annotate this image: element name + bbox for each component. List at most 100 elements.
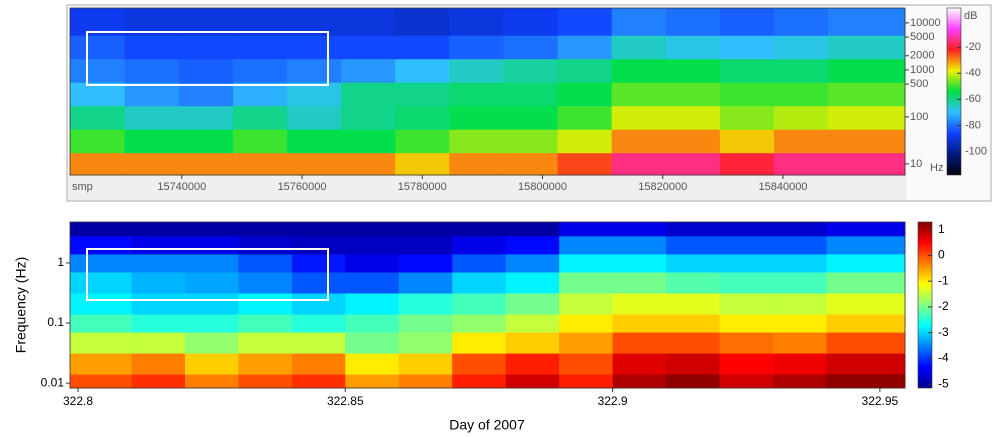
cell xyxy=(503,129,559,154)
cell xyxy=(505,353,560,375)
cell xyxy=(666,222,721,237)
cell xyxy=(557,8,613,36)
cell xyxy=(826,253,906,273)
cell xyxy=(719,374,774,389)
cell xyxy=(124,105,180,130)
cell xyxy=(70,374,132,389)
cell xyxy=(131,353,186,375)
x-tick-label: 15840000 xyxy=(758,181,807,193)
cell xyxy=(666,353,721,375)
cell xyxy=(612,332,667,354)
cell xyxy=(505,222,560,237)
colorbar-tick-label: 1 xyxy=(938,222,945,236)
cell xyxy=(184,235,239,255)
cell xyxy=(612,374,667,389)
cell xyxy=(666,374,721,389)
cell xyxy=(287,152,342,176)
cell xyxy=(828,58,906,83)
cell xyxy=(398,313,453,333)
cell xyxy=(719,253,774,273)
cell xyxy=(772,313,827,333)
cell xyxy=(398,271,453,294)
cell xyxy=(611,129,667,154)
cell xyxy=(178,152,234,176)
x-label: smp xyxy=(72,181,93,193)
cell xyxy=(184,222,239,237)
cell xyxy=(826,332,906,354)
cell xyxy=(345,235,400,255)
cell xyxy=(826,353,906,375)
cell xyxy=(238,271,293,294)
cell xyxy=(398,353,453,375)
x-tick-label: 15820000 xyxy=(638,181,687,193)
cell xyxy=(772,235,827,255)
cell xyxy=(719,313,774,333)
cell xyxy=(184,332,239,354)
cell xyxy=(70,332,132,354)
cell xyxy=(826,235,906,255)
y-tick-label: 10000 xyxy=(910,17,941,29)
cell xyxy=(449,105,504,130)
cell xyxy=(452,235,507,255)
cell xyxy=(449,8,504,36)
cell xyxy=(773,152,829,176)
cell xyxy=(559,235,614,255)
x-tick-label: 15780000 xyxy=(398,181,447,193)
cell xyxy=(773,82,829,107)
cell xyxy=(70,271,132,294)
cell xyxy=(287,35,342,60)
cell xyxy=(665,129,721,154)
cell xyxy=(398,222,453,237)
cell xyxy=(184,253,239,273)
cell xyxy=(131,374,186,389)
cell xyxy=(719,82,775,107)
cell xyxy=(291,313,346,333)
cell xyxy=(826,313,906,333)
cell xyxy=(178,58,234,83)
cell xyxy=(131,332,186,354)
cell xyxy=(503,8,559,36)
cell xyxy=(719,235,774,255)
cell xyxy=(395,152,450,176)
cell xyxy=(345,222,400,237)
cell xyxy=(773,129,829,154)
cell xyxy=(184,292,239,315)
cell xyxy=(505,332,560,354)
cell xyxy=(826,271,906,294)
cell xyxy=(452,332,507,354)
cell xyxy=(341,58,396,83)
cell xyxy=(505,271,560,294)
cell xyxy=(773,35,829,60)
cell xyxy=(559,292,614,315)
cell xyxy=(452,353,507,375)
cell xyxy=(503,35,559,60)
heatmap xyxy=(70,222,906,389)
cell xyxy=(131,271,186,294)
cell xyxy=(773,105,829,130)
cell xyxy=(557,35,613,60)
cell xyxy=(70,292,132,315)
y-tick-label: 100 xyxy=(910,111,928,123)
cell xyxy=(503,105,559,130)
cell xyxy=(612,353,667,375)
cell xyxy=(238,332,293,354)
cell xyxy=(70,353,132,375)
cell xyxy=(345,374,400,389)
colorbar-tick-label: -1 xyxy=(938,273,949,287)
cell xyxy=(124,82,180,107)
y-tick-label: 500 xyxy=(910,78,928,90)
cell xyxy=(395,8,450,36)
cell xyxy=(665,105,721,130)
cell xyxy=(828,105,906,130)
cell xyxy=(345,253,400,273)
cell xyxy=(341,82,396,107)
colorbar-tick-label: -60 xyxy=(965,93,981,105)
cell xyxy=(666,292,721,315)
cell xyxy=(345,353,400,375)
cell xyxy=(505,253,560,273)
cell xyxy=(178,35,234,60)
cell xyxy=(449,58,504,83)
cell xyxy=(70,35,126,60)
cell xyxy=(505,313,560,333)
